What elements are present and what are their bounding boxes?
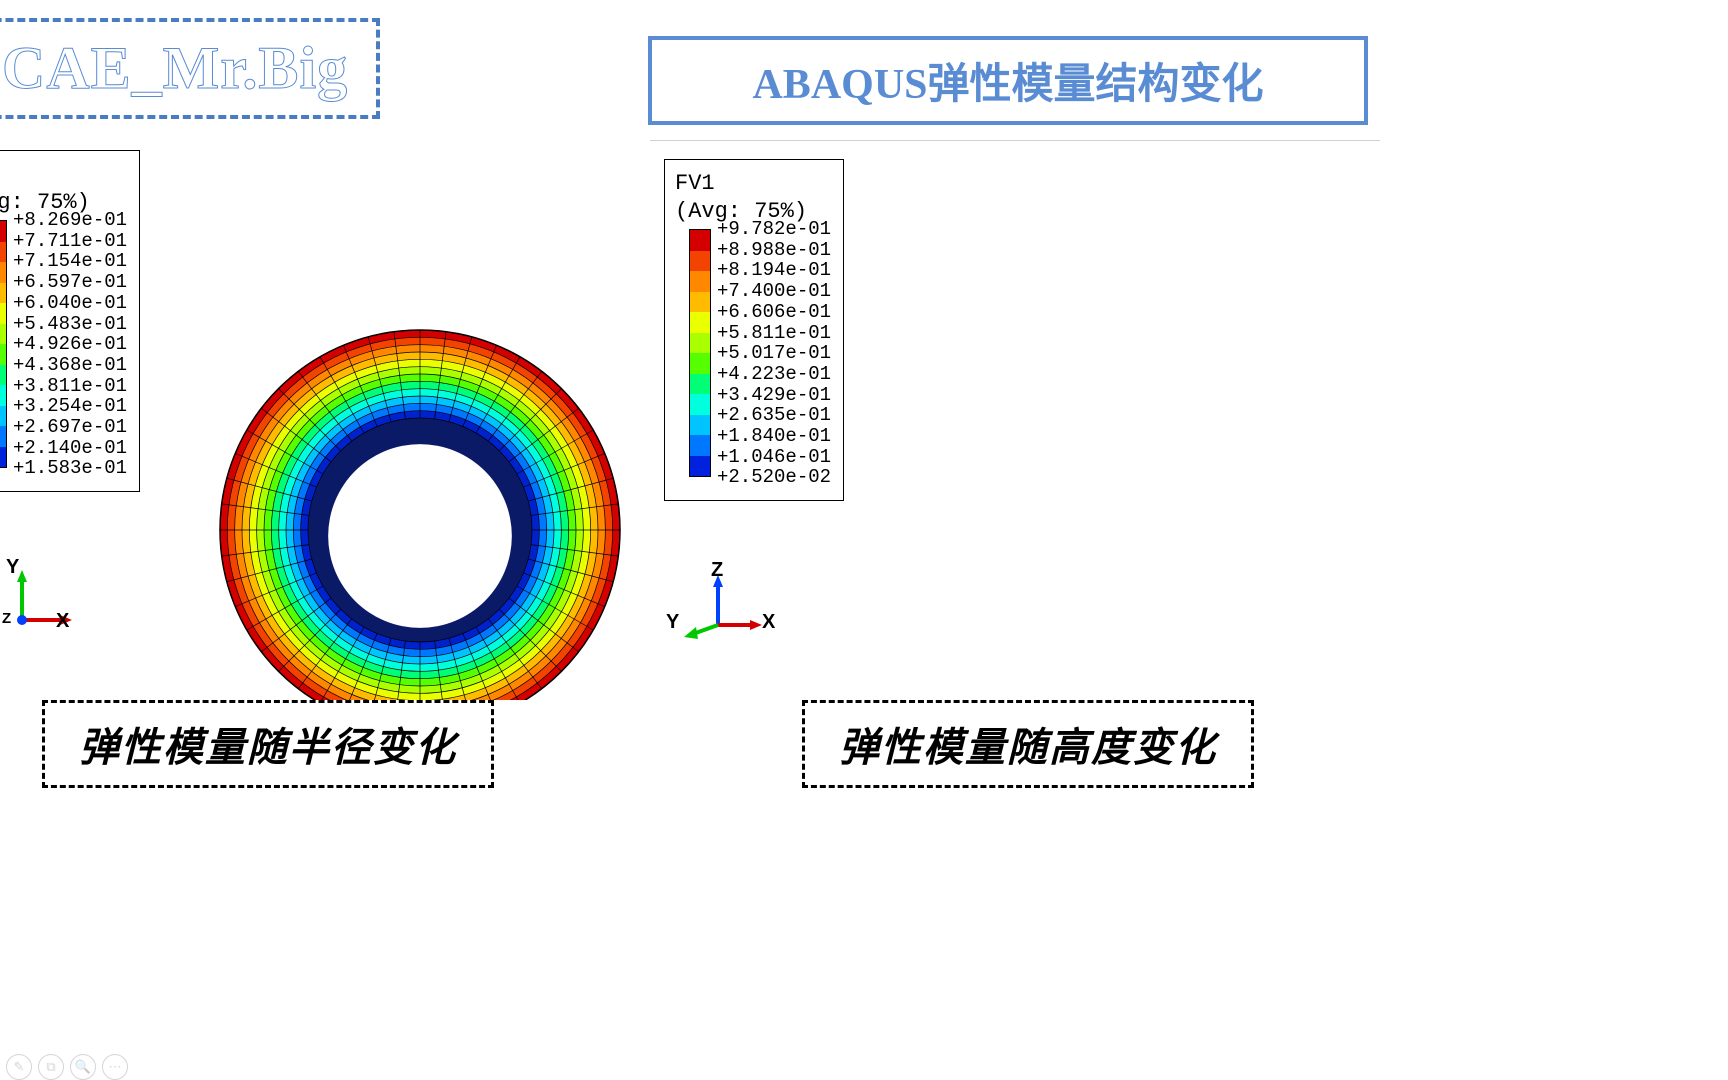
triad-left-z-label: Z — [2, 610, 11, 627]
copy-icon[interactable]: ⧉ — [38, 1054, 64, 1080]
search-icon[interactable]: 🔍 — [70, 1054, 96, 1080]
panel-height: FV1 (Avg: 75%) +9.782e-01+8.988e-01+8.19… — [650, 140, 1380, 670]
caption-height: 弹性模量随高度变化 — [802, 700, 1254, 788]
title-box: ABAQUS弹性模量结构变化 — [648, 36, 1368, 125]
panel-radial: V1 Avg: 75%) +8.269e-01+7.711e-01+7.154e… — [0, 140, 640, 670]
triad-left-x-label: X — [56, 610, 69, 633]
triad-right-z-label: Z — [711, 559, 723, 582]
triad-right-x-label: X — [762, 611, 775, 634]
title-text: ABAQUS弹性模量结构变化 — [752, 62, 1263, 108]
caption-height-text: 弹性模量随高度变化 — [839, 725, 1217, 770]
caption-radial-text: 弹性模量随半径变化 — [79, 725, 457, 770]
toolbar: ✎ ⧉ 🔍 ⋯ — [6, 1054, 128, 1080]
logo-text: CAE_Mr.Big — [2, 35, 348, 101]
triad-right — [680, 565, 770, 645]
caption-radial: 弹性模量随半径变化 — [42, 700, 494, 788]
logo-box: CAE_Mr.Big — [0, 18, 380, 119]
pen-icon[interactable]: ✎ — [6, 1054, 32, 1080]
triad-right-y-label: Y — [666, 611, 679, 634]
triad-left-y-label: Y — [6, 556, 19, 579]
more-icon[interactable]: ⋯ — [102, 1054, 128, 1080]
ring-contour — [0, 140, 640, 700]
